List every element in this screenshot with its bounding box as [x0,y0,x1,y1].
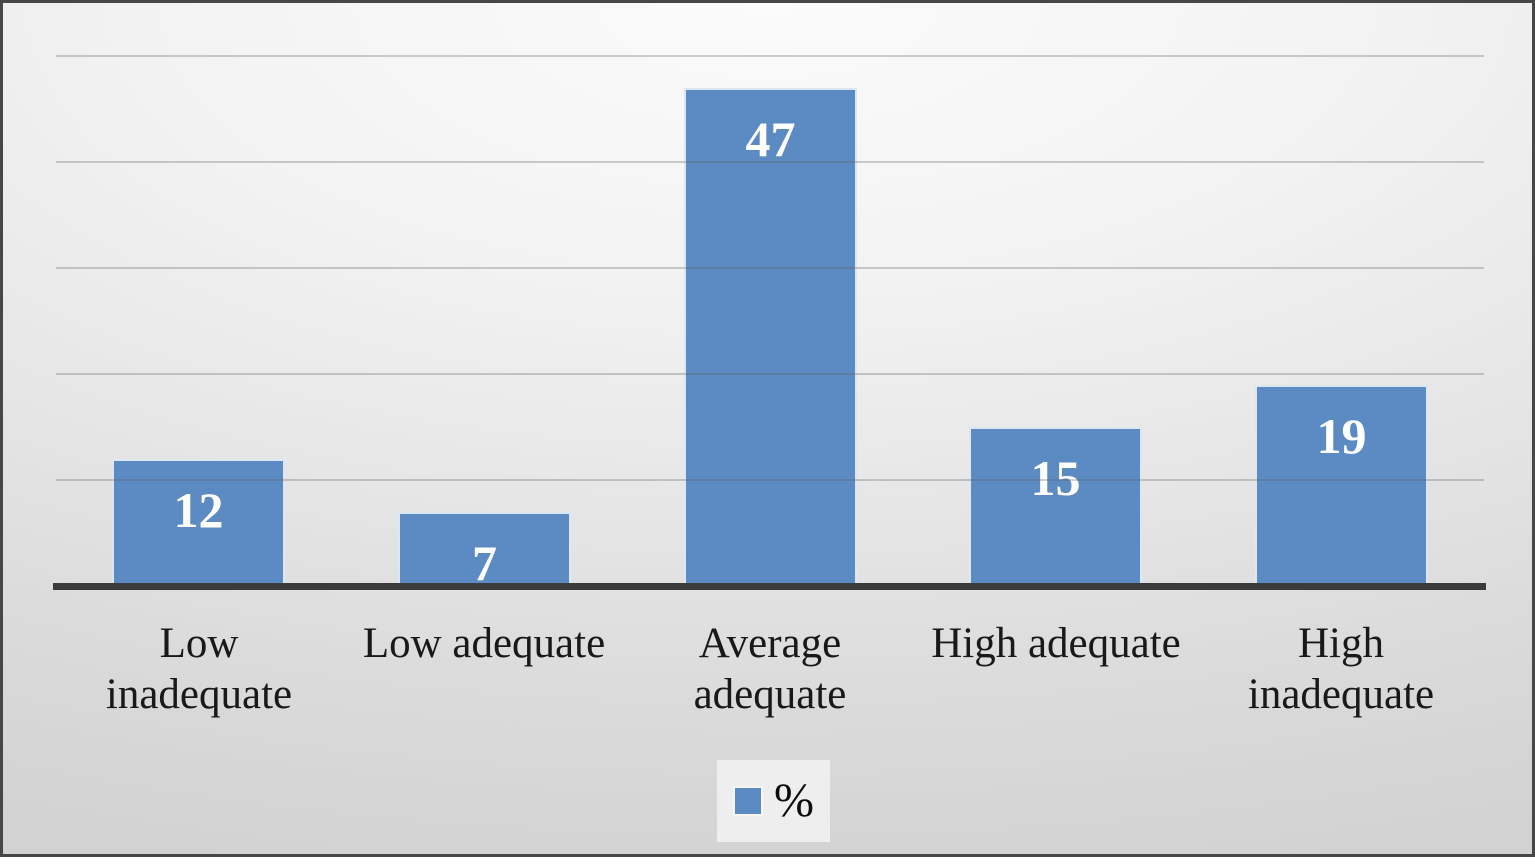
category-label: Low inadequate [105,620,293,718]
category-label: High adequate [931,620,1181,667]
bar: 12 [112,459,285,586]
bar-value-label: 47 [745,111,796,167]
legend-color-swatch [733,786,763,816]
bar: 15 [969,427,1142,586]
x-axis-line [53,583,1486,590]
category-label: Low adequate [362,620,606,667]
gridline [56,267,1484,269]
gridline [56,479,1484,481]
plot-area: 12 Low inadequate 7 Low adequate 47 Average a… [3,3,1532,854]
bar: 19 [1255,385,1428,586]
bar-value-label: 7 [472,535,497,591]
bar-value-label: 12 [173,482,224,538]
bar-value-label: 19 [1316,408,1367,464]
category-label: High inadequate [1247,620,1435,718]
legend-label: % [774,774,814,827]
gridline [56,161,1484,163]
bar-value-label: 15 [1030,450,1081,506]
gridline [56,373,1484,375]
bar: 7 [398,512,571,591]
legend: % [717,760,830,842]
gridline [56,55,1484,57]
category-label: Average adequate [693,620,847,718]
